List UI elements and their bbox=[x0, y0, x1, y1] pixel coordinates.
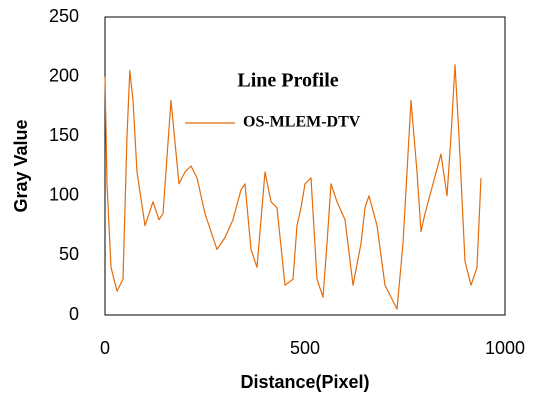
x-tick-label: 500 bbox=[290, 338, 320, 358]
plot-frame bbox=[104, 16, 506, 316]
x-tick-label: 0 bbox=[100, 338, 110, 358]
y-tick-label: 100 bbox=[49, 185, 79, 205]
data-line bbox=[104, 64, 482, 310]
y-axis-title: Gray Value bbox=[11, 119, 31, 212]
y-tick-label: 150 bbox=[49, 125, 79, 145]
x-tick-label: 1000 bbox=[485, 338, 525, 358]
y-tick-label: 250 bbox=[49, 6, 79, 26]
x-axis-title: Distance(Pixel) bbox=[240, 372, 369, 392]
y-tick-label: 200 bbox=[49, 65, 79, 85]
y-tick-label: 0 bbox=[69, 304, 79, 324]
chart-title: Line Profile bbox=[237, 70, 338, 92]
legend-label: OS-MLEM-DTV bbox=[243, 114, 361, 131]
y-tick-label: 50 bbox=[59, 244, 79, 264]
